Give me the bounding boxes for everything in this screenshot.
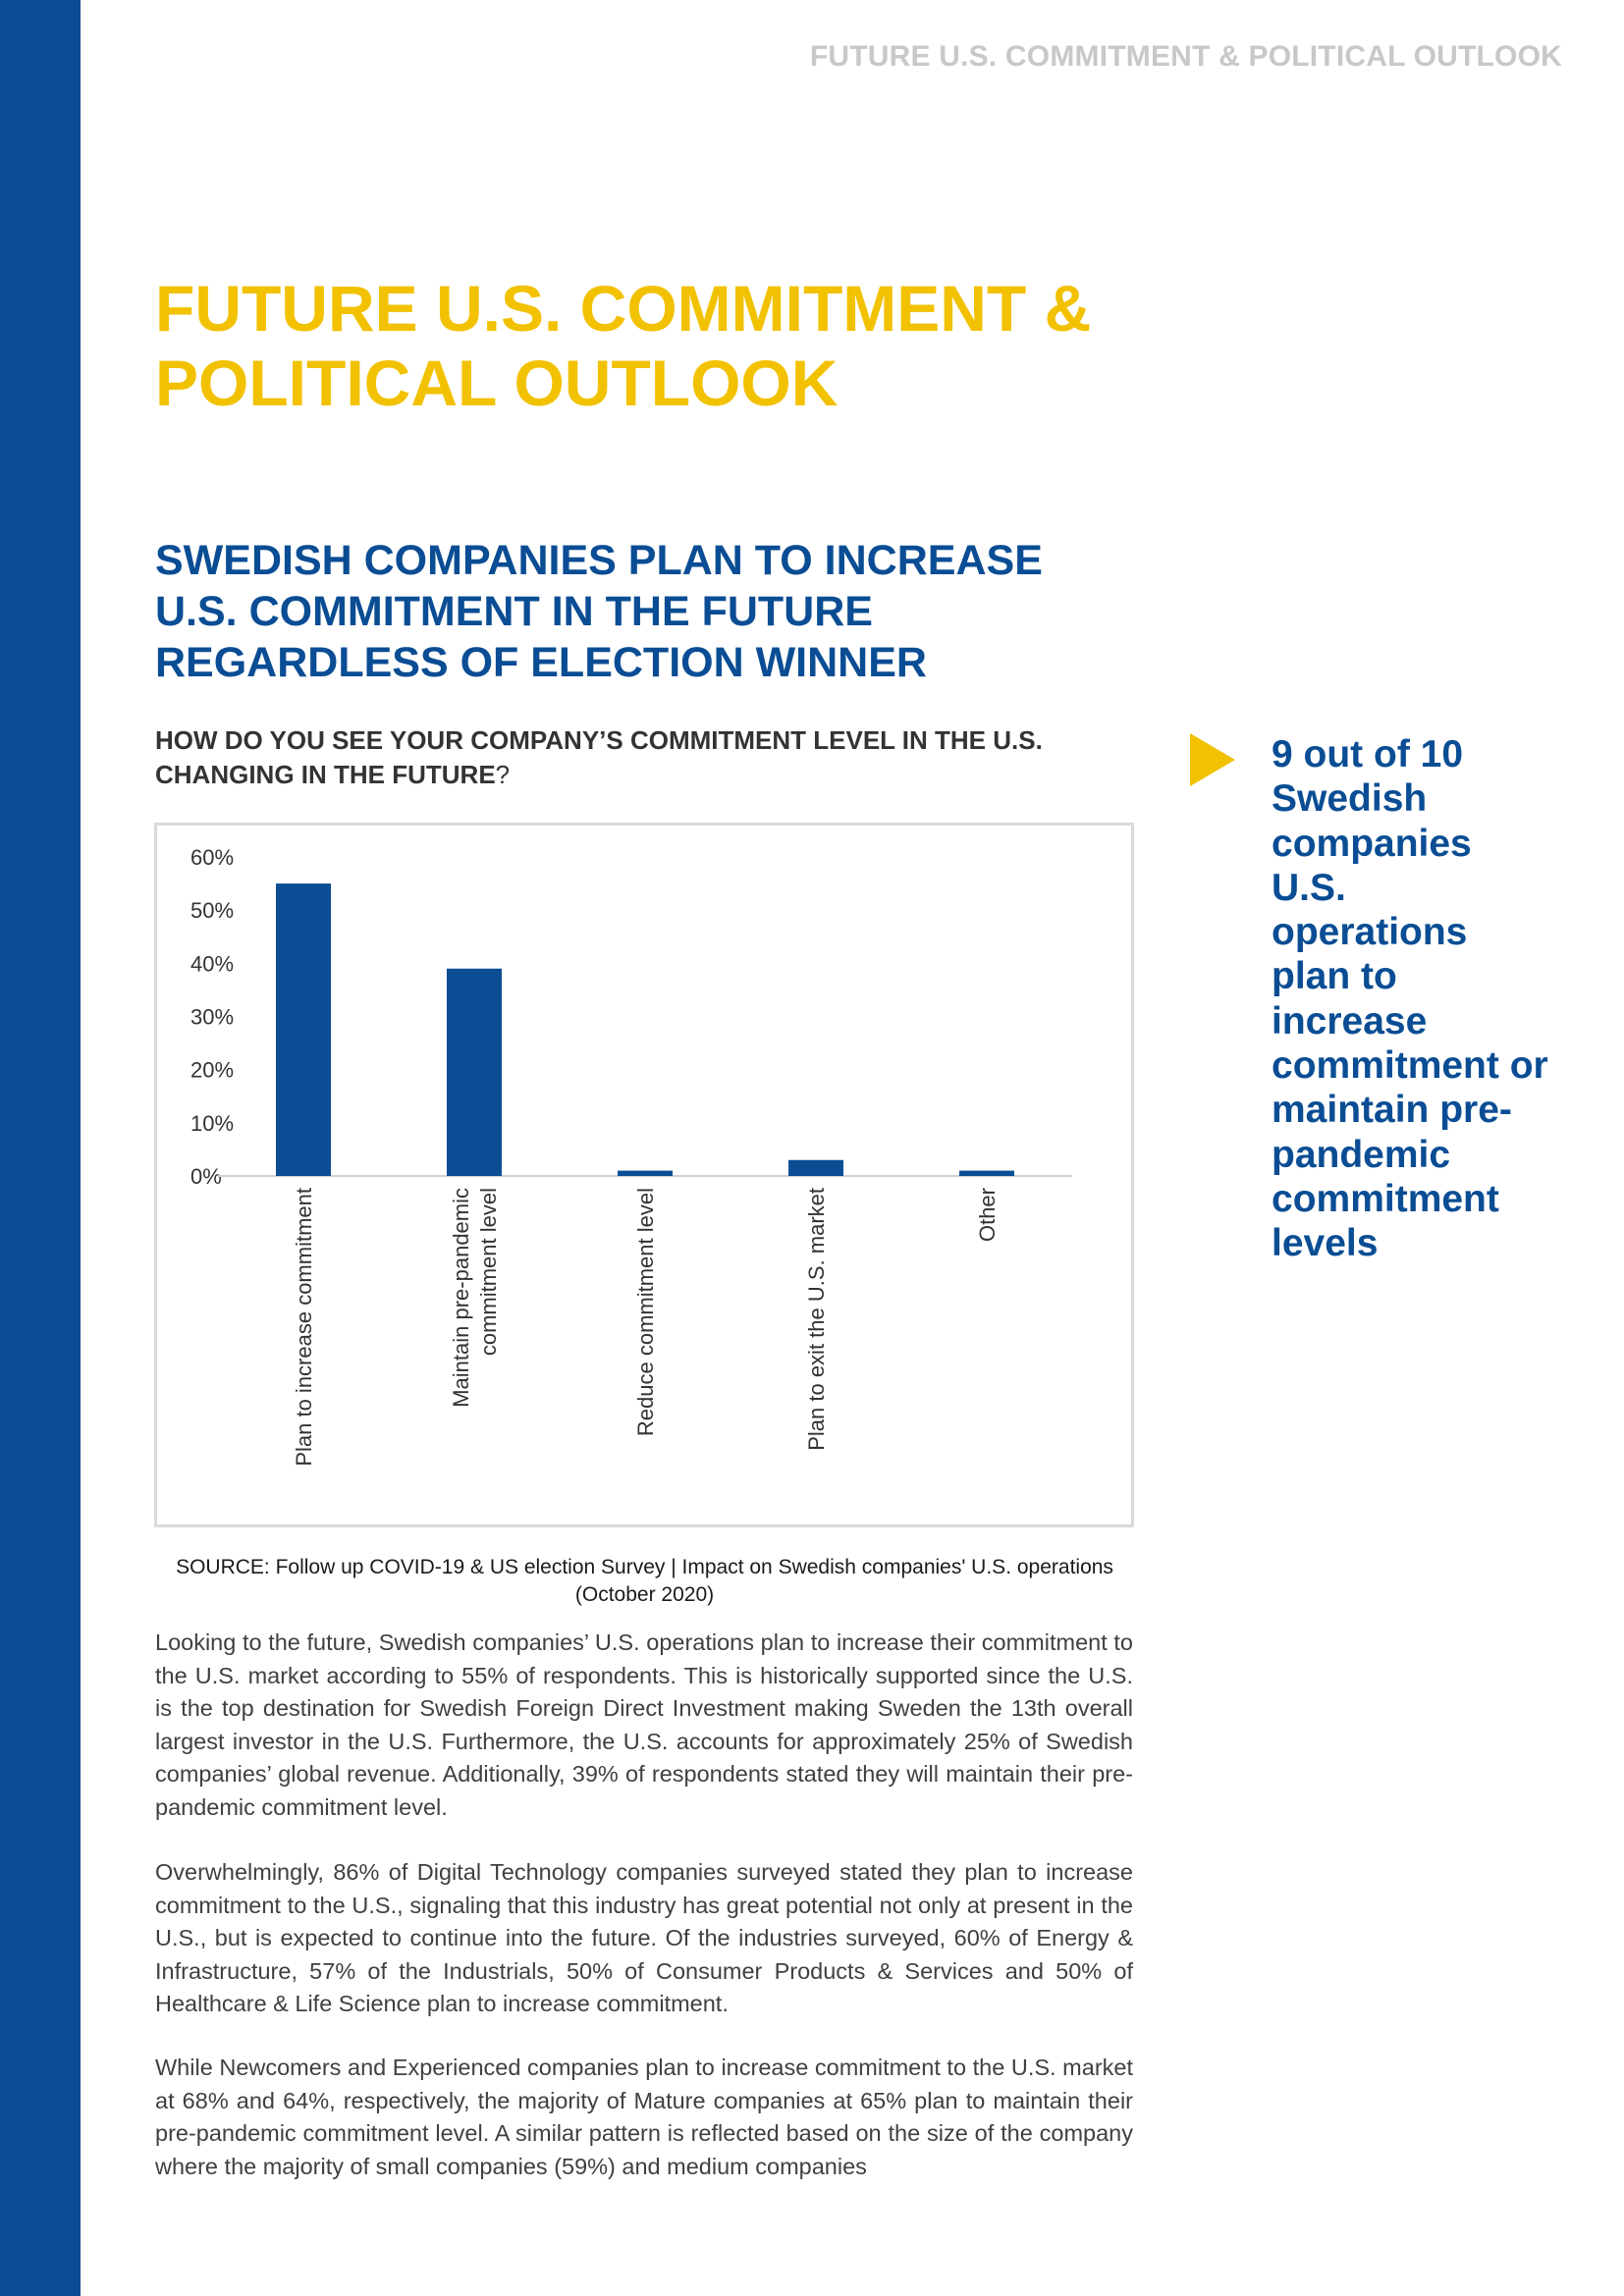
body-paragraph-3: While Newcomers and Experienced companie… xyxy=(155,2055,1133,2179)
y-tick-label: 10% xyxy=(190,1111,234,1136)
running-header: FUTURE U.S. COMMITMENT & POLITICAL OUTLO… xyxy=(809,40,1562,73)
section-heading-line-1: SWEDISH COMPANIES PLAN TO INCREASE xyxy=(155,537,1043,584)
callout-line: U.S. xyxy=(1272,866,1346,909)
y-tick-label: 30% xyxy=(190,1005,234,1030)
side-color-bar xyxy=(0,0,81,2296)
callout-line: commitment or xyxy=(1272,1044,1548,1088)
body-paragraph-2: Overwhelmingly, 86% of Digital Technolog… xyxy=(155,1859,1133,2016)
page-title: FUTURE U.S. COMMITMENT & POLITICAL OUTLO… xyxy=(155,271,1235,420)
callout-line: operations xyxy=(1272,911,1468,954)
survey-question-text: HOW DO YOU SEE YOUR COMPANY’S COMMITMENT… xyxy=(155,725,1043,789)
callout-stat: 9 out of 10 Swedish companies U.S. operation… xyxy=(1272,732,1586,1266)
callout-line: plan to xyxy=(1272,955,1397,998)
callout-line: increase xyxy=(1272,999,1428,1042)
callout-arrow-icon xyxy=(1190,733,1235,786)
callout-line: Swedish xyxy=(1272,777,1428,821)
x-category-label: Plan to increase commitment xyxy=(292,1188,316,1467)
y-tick-label: 50% xyxy=(190,898,234,923)
x-category-label: Other xyxy=(975,1188,1000,1242)
y-tick-label: 20% xyxy=(190,1058,234,1083)
callout-line: maintain pre- xyxy=(1272,1089,1512,1132)
y-tick-label: 40% xyxy=(190,951,234,976)
chart-source: SOURCE: Follow up COVID-19 & US election… xyxy=(176,1556,1113,1606)
page-title-line-2: POLITICAL OUTLOOK xyxy=(155,347,839,419)
bar-1 xyxy=(276,883,331,1176)
x-category-label: commitment level xyxy=(476,1188,501,1356)
bar-2 xyxy=(447,968,502,1176)
section-heading: SWEDISH COMPANIES PLAN TO INCREASE U.S. … xyxy=(155,535,1157,688)
bar-chart-canvas: 0% 10% 20% 30% 40% 50% 60% Plan to increase com… xyxy=(190,845,1072,1467)
callout-line: commitment xyxy=(1272,1177,1499,1220)
bar-5 xyxy=(959,1170,1014,1176)
callout-line: levels xyxy=(1272,1222,1379,1265)
callout-line: 9 out of 10 xyxy=(1272,733,1464,775)
body-paragraph-1: Looking to the future, Swedish companies… xyxy=(155,1629,1133,1820)
x-category-label: Maintain pre-pandemic xyxy=(449,1188,473,1408)
x-category-label: Plan to exit the U.S. market xyxy=(804,1188,829,1451)
y-tick-label: 60% xyxy=(190,845,234,870)
bar-chart: 0% 10% 20% 30% 40% 50% 60% Plan to increase com… xyxy=(154,823,1134,1527)
callout-line: companies xyxy=(1272,822,1472,865)
page-title-line-1: FUTURE U.S. COMMITMENT & xyxy=(155,272,1092,345)
survey-question-mark: ? xyxy=(495,760,511,789)
section-heading-line-2: U.S. COMMITMENT IN THE FUTURE xyxy=(155,588,873,635)
callout-line: pandemic xyxy=(1272,1133,1451,1176)
survey-question: HOW DO YOU SEE YOUR COMPANY’S COMMITMENT… xyxy=(155,723,1137,792)
x-category-label: Reduce commitment level xyxy=(633,1188,658,1436)
bar-3 xyxy=(618,1170,673,1176)
section-heading-line-3: REGARDLESS OF ELECTION WINNER xyxy=(155,639,927,686)
y-tick-label: 0% xyxy=(190,1164,222,1189)
bar-4 xyxy=(788,1159,843,1176)
